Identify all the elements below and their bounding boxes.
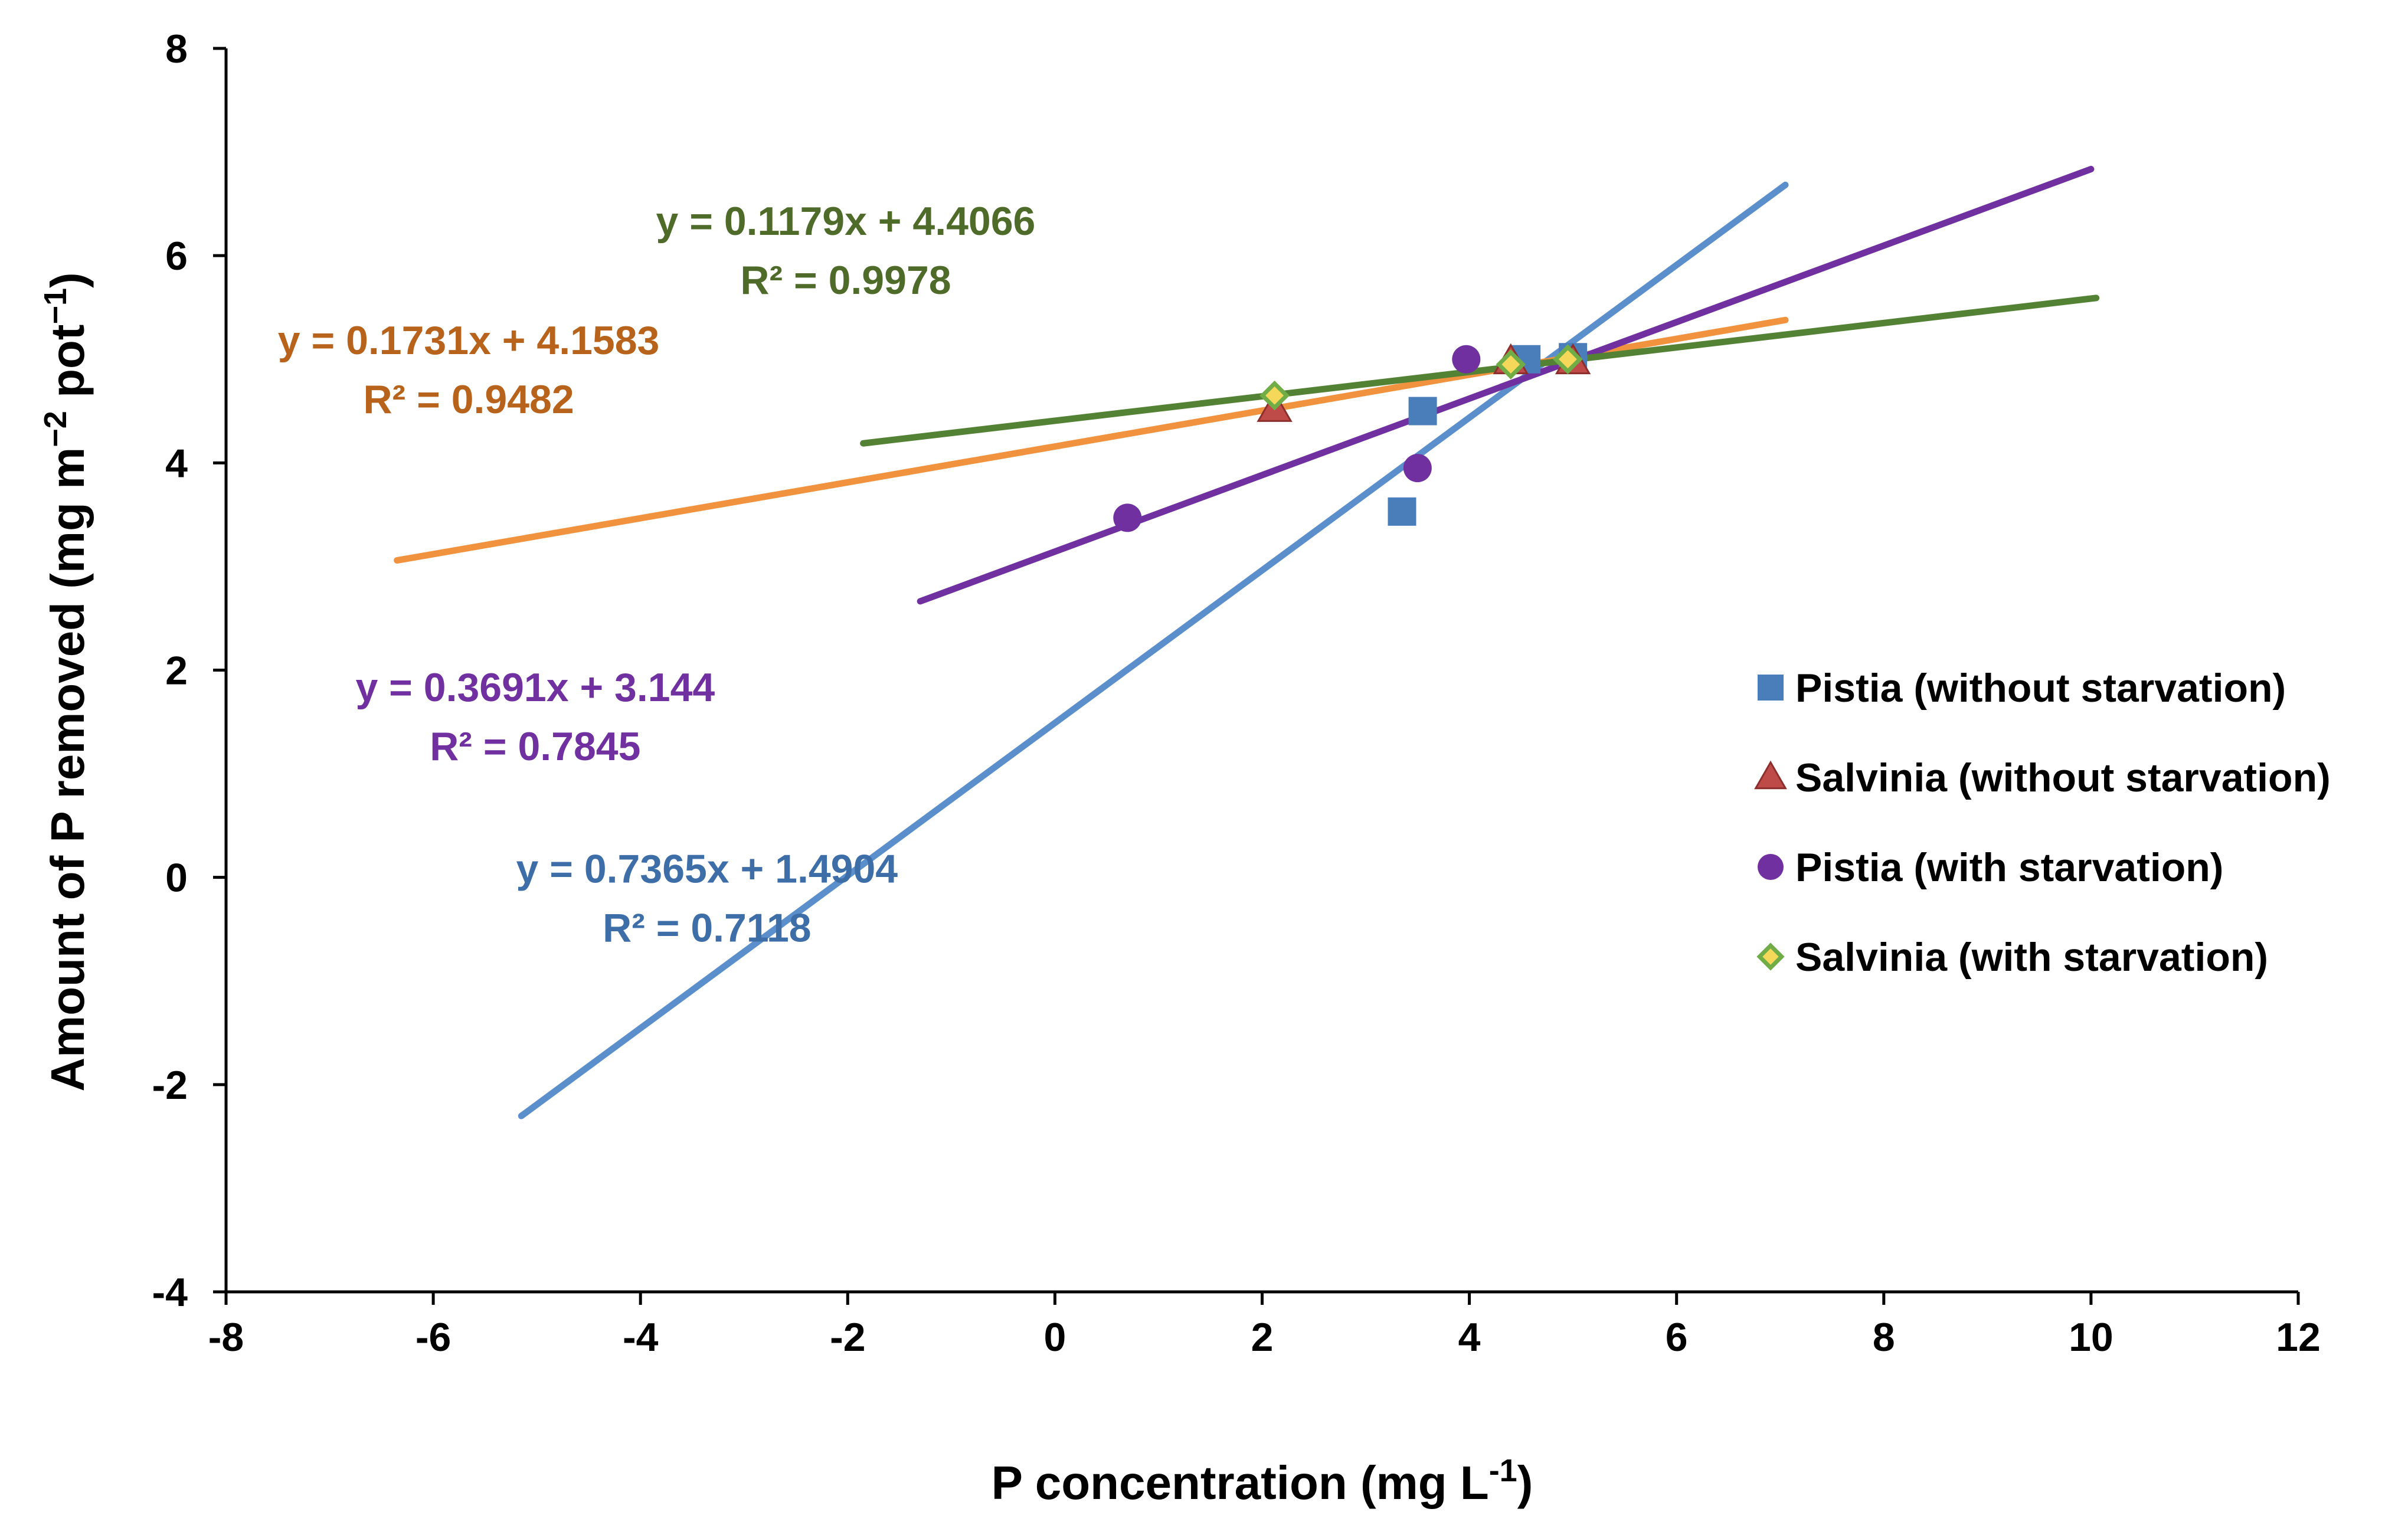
y-tick-label: 2 bbox=[165, 649, 188, 693]
y-axis-title-tail: ) bbox=[41, 272, 94, 288]
y-tick-label: -4 bbox=[152, 1270, 188, 1315]
legend-label: Pistia (with starvation) bbox=[1795, 845, 2223, 890]
square-marker bbox=[1758, 675, 1784, 701]
trendline-r-squared: R² = 0.9482 bbox=[363, 377, 574, 422]
x-tick-label: 0 bbox=[1043, 1315, 1066, 1360]
y-axis-title-superscript-2: −1 bbox=[38, 288, 73, 325]
x-tick-label: -6 bbox=[415, 1315, 451, 1360]
legend-item: Salvinia (with starvation) bbox=[1756, 935, 2268, 980]
x-tick-label: 2 bbox=[1251, 1315, 1274, 1360]
legend-label: Salvinia (without starvation) bbox=[1795, 755, 2331, 800]
y-axis-title-main: Amount of P removed (mg m bbox=[41, 447, 94, 1092]
legend-label: Salvinia (with starvation) bbox=[1795, 935, 2268, 980]
trendline-equations: y = 0.7365x + 1.4904 R² = 0.7118 y = 0.173… bbox=[278, 199, 1036, 950]
diamond-marker bbox=[1756, 942, 1785, 971]
circle-marker bbox=[1403, 454, 1432, 483]
y-tick-label: 8 bbox=[165, 27, 188, 71]
data-points bbox=[1113, 343, 1591, 532]
x-tick-label: 12 bbox=[2276, 1315, 2321, 1360]
x-tick-label: -8 bbox=[208, 1315, 244, 1360]
trendline bbox=[860, 294, 2100, 447]
square-marker bbox=[1388, 497, 1416, 526]
y-axis-title: Amount of P removed (mg m−2 pot−1) bbox=[38, 272, 94, 1091]
trendline-equation: y = 0.7365x + 1.4904 bbox=[516, 846, 898, 891]
trendline-equation: y = 0.1179x + 4.4066 bbox=[656, 199, 1036, 244]
x-axis-title-main: P concentration (mg L bbox=[992, 1457, 1489, 1509]
legend-item: Salvinia (without starvation) bbox=[1754, 755, 2331, 800]
trendline-r-squared: R² = 0.7118 bbox=[603, 905, 811, 950]
circle-marker bbox=[1452, 345, 1481, 374]
axes: -8 -6 -4 -2 0 2 4 6 8 10 12 -4 -2 0 2 4 6 8 bbox=[152, 27, 2321, 1360]
legend-item: Pistia (with starvation) bbox=[1758, 845, 2223, 890]
y-axis-title-superscript-1: −2 bbox=[38, 411, 73, 447]
x-axis-title: P concentration (mg L-1) bbox=[992, 1453, 1533, 1509]
y-tick-label: -2 bbox=[152, 1063, 188, 1108]
x-tick-label: 10 bbox=[2069, 1315, 2113, 1360]
circle-marker bbox=[1758, 854, 1784, 880]
y-tick-label: 0 bbox=[165, 856, 188, 901]
legend-label: Pistia (without starvation) bbox=[1795, 666, 2286, 711]
x-tick-label: -2 bbox=[830, 1315, 865, 1360]
square-marker bbox=[1408, 397, 1437, 426]
x-tick-label: 6 bbox=[1666, 1315, 1688, 1360]
trendline bbox=[917, 166, 2095, 605]
trendline bbox=[518, 181, 1789, 1120]
trendline-r-squared: R² = 0.9978 bbox=[740, 258, 951, 303]
y-tick-label: 6 bbox=[165, 234, 188, 279]
diamond-marker bbox=[1259, 380, 1290, 411]
y-tick-label: 4 bbox=[165, 441, 188, 486]
trendline-r-squared: R² = 0.7845 bbox=[430, 724, 640, 769]
legend: Pistia (without starvation) Salvinia (wit… bbox=[1754, 666, 2331, 980]
plot-area: -8 -6 -4 -2 0 2 4 6 8 10 12 -4 -2 0 2 4 6 8 y = 0.7365x +… bbox=[152, 27, 2321, 1360]
x-tick-label: 4 bbox=[1458, 1315, 1481, 1360]
diamond-marker bbox=[1496, 349, 1526, 379]
trendline-equation: y = 0.1731x + 4.1583 bbox=[278, 318, 660, 363]
x-tick-label: -4 bbox=[623, 1315, 659, 1360]
triangle-marker bbox=[1754, 760, 1787, 790]
circle-marker bbox=[1113, 503, 1142, 532]
y-axis-title-mid: pot bbox=[41, 325, 94, 411]
x-axis-title-tail: ) bbox=[1517, 1457, 1533, 1509]
x-axis-title-superscript: -1 bbox=[1489, 1453, 1517, 1488]
x-tick-label: 8 bbox=[1873, 1315, 1895, 1360]
trendline-equation: y = 0.3691x + 3.144 bbox=[355, 665, 715, 710]
legend-item: Pistia (without starvation) bbox=[1758, 666, 2286, 711]
diamond-marker bbox=[1553, 344, 1583, 375]
